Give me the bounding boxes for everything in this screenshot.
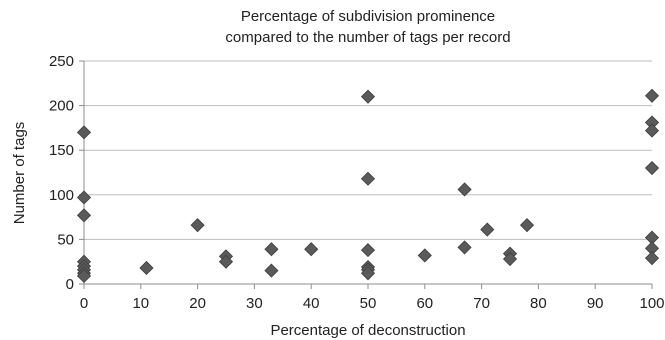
data-point <box>264 242 279 257</box>
data-point <box>644 88 660 103</box>
data-point <box>264 263 279 278</box>
x-tick-label: 10 <box>132 295 149 312</box>
data-point <box>644 160 660 176</box>
x-tick-label: 20 <box>189 295 206 312</box>
x-tick-label: 0 <box>80 295 88 312</box>
data-point <box>360 171 376 186</box>
x-tick-label: 90 <box>587 295 604 312</box>
y-axis-label: Number of tags <box>11 122 28 225</box>
data-point <box>417 248 432 263</box>
x-tick-label: 70 <box>473 295 490 312</box>
x-tick-label: 30 <box>246 295 263 312</box>
data-point <box>76 190 92 205</box>
x-tick-label: 80 <box>530 295 547 312</box>
x-tick-label: 40 <box>303 295 320 312</box>
y-tick-label: 250 <box>49 53 74 70</box>
data-point <box>76 268 92 284</box>
y-tick-label: 200 <box>49 98 74 115</box>
x-axis-label: Percentage of deconstruction <box>270 322 465 339</box>
y-tick-label: 0 <box>66 276 74 293</box>
data-point <box>644 123 660 138</box>
data-point <box>76 208 92 223</box>
data-point <box>360 89 376 104</box>
data-point <box>480 222 495 237</box>
chart-subtitle: compared to the number of tags per recor… <box>225 29 511 46</box>
data-point <box>502 251 518 267</box>
data-point <box>304 242 319 257</box>
data-point <box>457 182 472 197</box>
y-tick-label: 50 <box>57 231 74 248</box>
data-point <box>360 243 376 258</box>
chart-title: Percentage of subdivision prominence <box>240 8 496 25</box>
data-point <box>190 218 205 233</box>
data-point <box>519 218 535 233</box>
y-tick-label: 150 <box>49 142 74 159</box>
x-tick-label: 50 <box>360 295 377 312</box>
data-point <box>360 266 376 281</box>
y-tick-label: 100 <box>49 187 74 204</box>
data-point <box>76 125 92 140</box>
data-point <box>139 260 154 276</box>
x-tick-label: 60 <box>416 295 433 312</box>
x-tick-label: 100 <box>639 295 664 312</box>
data-point <box>644 251 660 266</box>
data-point <box>457 240 472 255</box>
data-point <box>218 254 234 269</box>
